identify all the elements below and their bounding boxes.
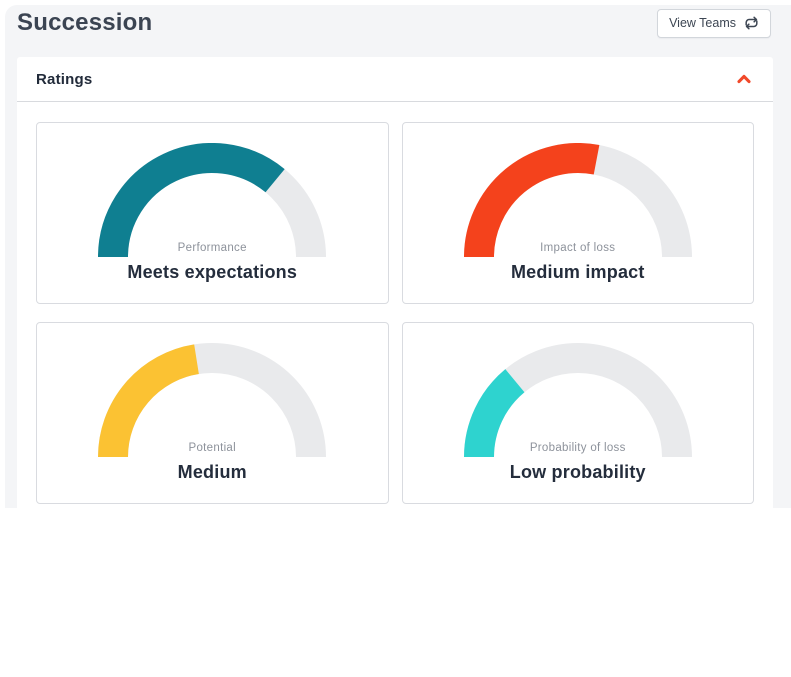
gauge-chart (463, 143, 692, 258)
chevron-up-icon (737, 74, 751, 84)
gauge-card: Impact of loss Medium impact (401, 122, 754, 304)
gauge-card: Performance Meets expectations (36, 122, 389, 304)
gauge-chart (98, 343, 327, 458)
gauge-value: Low probability (509, 462, 646, 482)
gauge-chart (98, 143, 327, 258)
gauge-value: Medium (177, 462, 247, 482)
collapse-button[interactable] (734, 71, 754, 87)
gauge-label: Potential (188, 442, 236, 454)
page-header: Succession View Teams (17, 6, 771, 40)
ratings-panel: Ratings Performance Meets expectations I… (17, 57, 773, 677)
gauge-label: Impact of loss (540, 242, 616, 254)
gauge-fill (98, 344, 200, 458)
gauge-card: Probability of loss Low probability (401, 322, 754, 504)
gauge-card: Potential Medium (36, 322, 389, 504)
ratings-grid: Performance Meets expectations Impact of… (17, 102, 773, 524)
page-title: Succession (17, 9, 153, 36)
view-teams-label: View Teams (669, 16, 736, 30)
gauge-fill (98, 143, 285, 258)
gauge-value: Meets expectations (127, 262, 298, 282)
ratings-panel-header: Ratings (17, 57, 773, 102)
gauge-fill (463, 143, 600, 258)
gauge-value: Medium impact (510, 262, 645, 282)
gauge-label: Performance (177, 242, 247, 254)
gauge-chart (463, 343, 692, 458)
gauge-label: Probability of loss (529, 442, 626, 454)
repeat-icon (745, 16, 758, 30)
ratings-title: Ratings (36, 70, 93, 88)
view-teams-button[interactable]: View Teams (657, 8, 771, 38)
gauge-fill (463, 369, 525, 458)
